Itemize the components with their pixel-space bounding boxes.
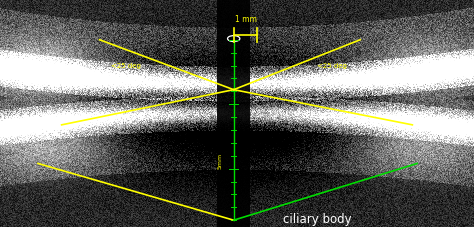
Text: <25 deg: <25 deg [317, 63, 347, 69]
Text: 1 mm: 1 mm [235, 15, 256, 24]
Text: <25 deg: <25 deg [110, 63, 141, 69]
Text: ciliary body: ciliary body [283, 212, 352, 226]
Text: 5mm: 5mm [218, 153, 223, 169]
